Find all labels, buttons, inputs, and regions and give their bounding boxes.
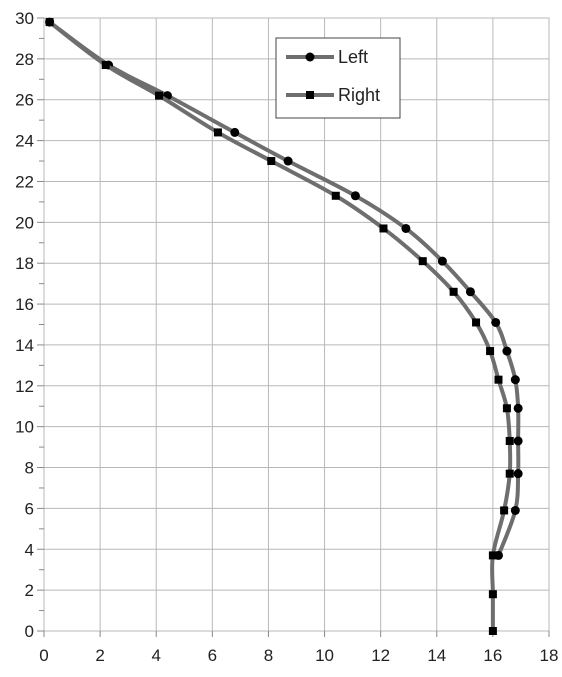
point-right [213,128,222,137]
x-tick-label: 0 [39,646,48,665]
point-right [418,257,427,266]
y-tick-label: 8 [25,459,34,478]
y-tick-label: 30 [15,9,34,28]
legend-marker-right [306,91,314,99]
legend-label-right: Right [338,85,380,105]
point-left [513,469,523,479]
x-tick-label: 8 [264,646,273,665]
x-tick-label: 16 [483,646,502,665]
point-left [513,436,523,446]
series-layer [45,17,523,635]
point-right [45,18,54,27]
point-right [500,506,509,515]
x-tick-label: 2 [95,646,104,665]
series-line-left [48,20,521,557]
y-tick-label: 18 [15,254,34,273]
point-right [488,590,497,599]
point-right [488,627,497,635]
point-left [401,223,411,233]
y-tick-label: 0 [25,622,34,641]
point-right [267,157,276,166]
point-right [488,551,497,560]
point-right [449,287,458,296]
point-left [230,127,240,137]
y-tick-label: 28 [15,50,34,69]
y-tick-label: 4 [25,540,34,559]
point-right [472,318,481,327]
point-right [505,469,514,478]
point-right [486,347,495,356]
y-tick-label: 10 [15,418,34,437]
y-tick-label: 6 [25,499,34,518]
legend-marker-left [305,52,315,62]
point-right [101,60,110,69]
point-left [510,505,520,515]
point-left [465,287,475,297]
point-right [494,375,503,384]
point-left [437,256,447,266]
point-left [491,317,501,327]
y-tick-label: 2 [25,581,34,600]
point-right [505,436,514,445]
x-tick-label: 12 [371,646,390,665]
y-tick-label: 14 [15,336,34,355]
point-right [502,404,511,413]
y-tick-label: 20 [15,213,34,232]
legend-label-left: Left [338,47,368,67]
point-left [283,156,293,166]
point-left [513,403,523,413]
legend-box [275,37,401,119]
y-tick-label: 12 [15,377,34,396]
x-tick-label: 6 [208,646,217,665]
point-left [350,191,360,201]
y-tick-label: 16 [15,295,34,314]
y-tick-label: 22 [15,172,34,191]
y-tick-label: 26 [15,91,34,110]
x-tick-label: 10 [315,646,334,665]
x-tick-label: 14 [427,646,446,665]
legend: Left Right [275,37,401,119]
y-tick-label: 24 [15,132,34,151]
point-left [510,375,520,385]
point-right [155,91,164,100]
point-left [502,346,512,356]
point-right [331,191,340,200]
x-tick-label: 18 [540,646,559,665]
x-tick-label: 4 [151,646,160,665]
point-right [379,224,388,233]
